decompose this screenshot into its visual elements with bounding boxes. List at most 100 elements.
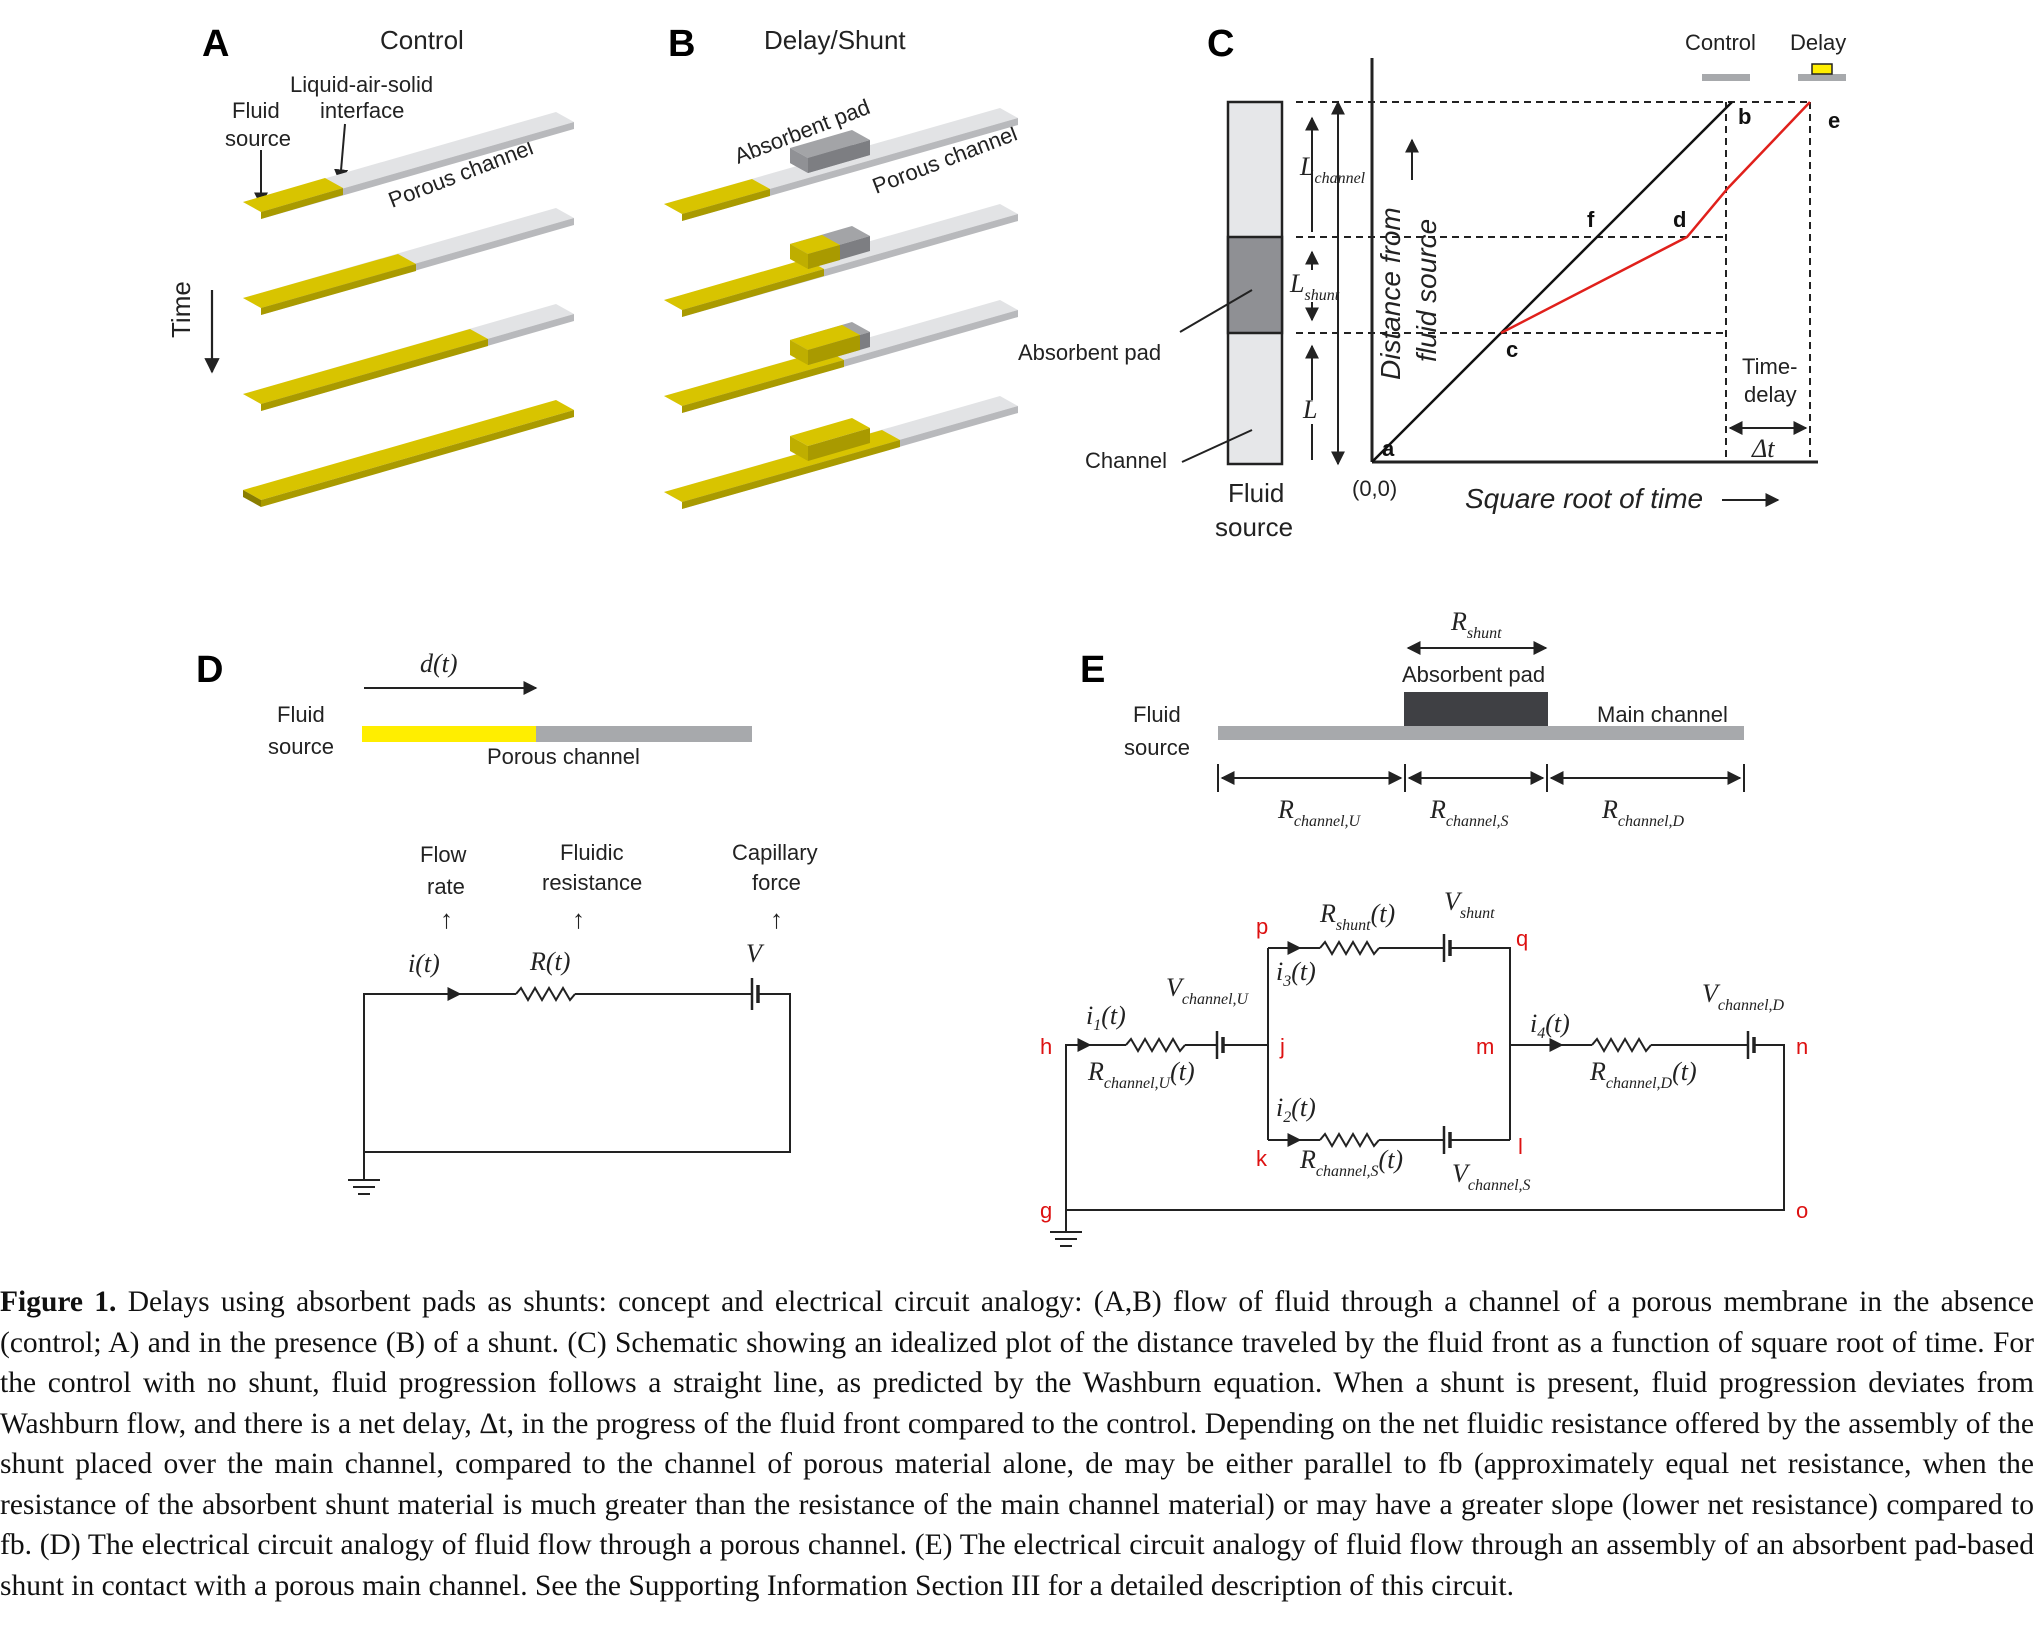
- c-fluid-source-2: source: [1215, 512, 1293, 542]
- panel-e-letter: E: [1080, 649, 1105, 691]
- origin-label: (0,0): [1352, 476, 1397, 501]
- point-b: b: [1738, 104, 1751, 129]
- panel-b-letter: B: [668, 23, 695, 65]
- capillary-pointer: ↑: [770, 904, 783, 934]
- resistance-1: Fluidic: [560, 840, 624, 865]
- r-d-label: Rchannel,D: [1601, 795, 1685, 830]
- i2-label: i2(t): [1276, 1093, 1316, 1126]
- channel-label: Channel: [1085, 448, 1167, 473]
- r-shunt-label: Rshunt: [1450, 607, 1502, 642]
- rshunt-t-label: Rshunt(t): [1319, 899, 1395, 934]
- point-c: c: [1506, 337, 1518, 362]
- x-axis-label: Square root of time: [1465, 483, 1703, 514]
- caption-text: Delays using absorbent pads as shunts: c…: [0, 1286, 2034, 1602]
- e-pad-rect: [1404, 692, 1548, 726]
- rd-t-label: Rchannel,D(t): [1589, 1057, 1697, 1092]
- l-channel-label: Lchannel: [1299, 152, 1366, 187]
- interface-arrow: [334, 123, 349, 184]
- shunt-strip-2: [664, 204, 1018, 317]
- node-j: j: [1279, 1034, 1285, 1059]
- vs-label: Vchannel,S: [1452, 1159, 1531, 1194]
- panel-e: E Rshunt Absorbent pad Fluid source Main…: [1040, 607, 1808, 1247]
- d-fluid-source-2: source: [268, 734, 334, 759]
- absorbent-pad-label: Absorbent pad: [1018, 340, 1161, 365]
- d-circuit: [348, 978, 791, 1195]
- node-p: p: [1256, 914, 1268, 939]
- panel-b: B Delay/Shunt Absorbent pad Porous chann…: [664, 23, 1021, 509]
- control-strip-4: [243, 400, 574, 507]
- i4-label: i4(t): [1530, 1009, 1570, 1042]
- capillary-2: force: [752, 870, 801, 895]
- delay-line: [1500, 101, 1811, 335]
- point-f: f: [1587, 207, 1595, 232]
- d-fluid-source-1: Fluid: [277, 702, 325, 727]
- legend-delay-pad-swatch: [1811, 63, 1833, 75]
- l-shunt-label: Lshunt: [1289, 269, 1340, 304]
- legend-delay-channel-swatch: [1798, 74, 1846, 81]
- e-fluid-source-1: Fluid: [1133, 702, 1181, 727]
- node-o: o: [1796, 1198, 1808, 1223]
- panel-a-interface-1: Liquid-air-solid: [290, 72, 433, 97]
- r-t-label: R(t): [529, 947, 570, 976]
- node-k: k: [1256, 1146, 1268, 1171]
- time-label: Time: [166, 281, 196, 338]
- e-channel-rect: [1218, 726, 1744, 740]
- point-e: e: [1828, 108, 1840, 133]
- d-channel-bar: [536, 726, 752, 742]
- control-strip-1: [243, 112, 574, 219]
- node-q: q: [1516, 926, 1528, 951]
- panel-b-title: Delay/Shunt: [764, 25, 906, 55]
- main-channel-label: Main channel: [1597, 702, 1728, 727]
- time-delay-1: Time-: [1742, 354, 1797, 379]
- panel-a-interface-2: interface: [320, 98, 404, 123]
- legend-control-label: Control: [1685, 30, 1756, 55]
- dashed-guides: [1296, 101, 1811, 462]
- resistance-2: resistance: [542, 870, 642, 895]
- panel-a-title: Control: [380, 25, 464, 55]
- panel-a-fluid-source-2: source: [225, 126, 291, 151]
- panel-c: C Control Delay Lchannel Lshunt L Absorb…: [1018, 23, 1846, 542]
- y-axis-label-2: fluid source: [1411, 219, 1442, 362]
- channel-leader: [1181, 429, 1253, 463]
- y-axis-label-1: Distance from: [1375, 207, 1406, 380]
- e-pad-label: Absorbent pad: [1402, 662, 1545, 687]
- node-h: h: [1040, 1034, 1052, 1059]
- node-m: m: [1476, 1034, 1494, 1059]
- panel-c-letter: C: [1207, 23, 1234, 65]
- e-circuit: [1050, 934, 1785, 1247]
- vd-label: Vchannel,D: [1702, 979, 1785, 1014]
- shunt-strip-1: [664, 108, 1018, 221]
- d-channel-label: Porous channel: [487, 744, 640, 769]
- point-a: a: [1382, 436, 1395, 461]
- panel-d-letter: D: [196, 649, 223, 691]
- node-n: n: [1796, 1034, 1808, 1059]
- panel-d: D d(t) Fluid source Porous channel Flow …: [196, 649, 818, 1195]
- e-dimension-ticks: [1217, 764, 1745, 792]
- shunt-strip-3: [664, 300, 1018, 413]
- i3-label: i3(t): [1276, 957, 1316, 990]
- i-t-label: i(t): [408, 949, 440, 978]
- legend-control-swatch: [1702, 74, 1750, 81]
- capillary-1: Capillary: [732, 840, 818, 865]
- absorbent-pad-bar: [1226, 235, 1284, 335]
- r-u-label: Rchannel,U: [1277, 795, 1362, 830]
- control-strip-2: [243, 208, 574, 315]
- panel-a-letter: A: [202, 23, 229, 65]
- control-strip-3: [243, 304, 574, 411]
- rs-t-label: Rchannel,S(t): [1299, 1145, 1403, 1180]
- caption-title: Figure 1.: [0, 1286, 117, 1318]
- flow-rate-pointer: ↑: [440, 904, 453, 934]
- node-l: l: [1518, 1134, 1523, 1159]
- e-fluid-source-2: source: [1124, 735, 1190, 760]
- node-g: g: [1040, 1198, 1052, 1223]
- panel-a: A Control Fluid source Liquid-air-solid …: [166, 23, 574, 507]
- v-label: V: [746, 939, 765, 968]
- flow-rate-2: rate: [427, 874, 465, 899]
- panel-a-fluid-source-1: Fluid: [232, 98, 280, 123]
- shunt-strip-4: [664, 396, 1018, 509]
- vu-label: Vchannel,U: [1166, 973, 1250, 1008]
- flow-rate-1: Flow: [420, 842, 467, 867]
- c-fluid-source-1: Fluid: [1228, 478, 1284, 508]
- legend-delay-label: Delay: [1790, 30, 1846, 55]
- control-line: [1371, 101, 1733, 463]
